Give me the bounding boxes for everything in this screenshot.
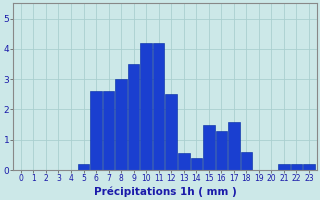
Bar: [115, 79, 127, 170]
Bar: [178, 153, 189, 170]
X-axis label: Précipitations 1h ( mm ): Précipitations 1h ( mm ): [93, 186, 236, 197]
Bar: [103, 91, 114, 170]
Bar: [140, 43, 152, 170]
Bar: [165, 94, 177, 170]
Bar: [153, 43, 164, 170]
Bar: [228, 122, 240, 170]
Bar: [78, 164, 89, 170]
Bar: [303, 164, 315, 170]
Bar: [128, 64, 140, 170]
Bar: [90, 91, 102, 170]
Bar: [291, 164, 302, 170]
Bar: [190, 158, 202, 170]
Bar: [278, 164, 290, 170]
Bar: [216, 131, 227, 170]
Bar: [203, 125, 215, 170]
Bar: [241, 152, 252, 170]
